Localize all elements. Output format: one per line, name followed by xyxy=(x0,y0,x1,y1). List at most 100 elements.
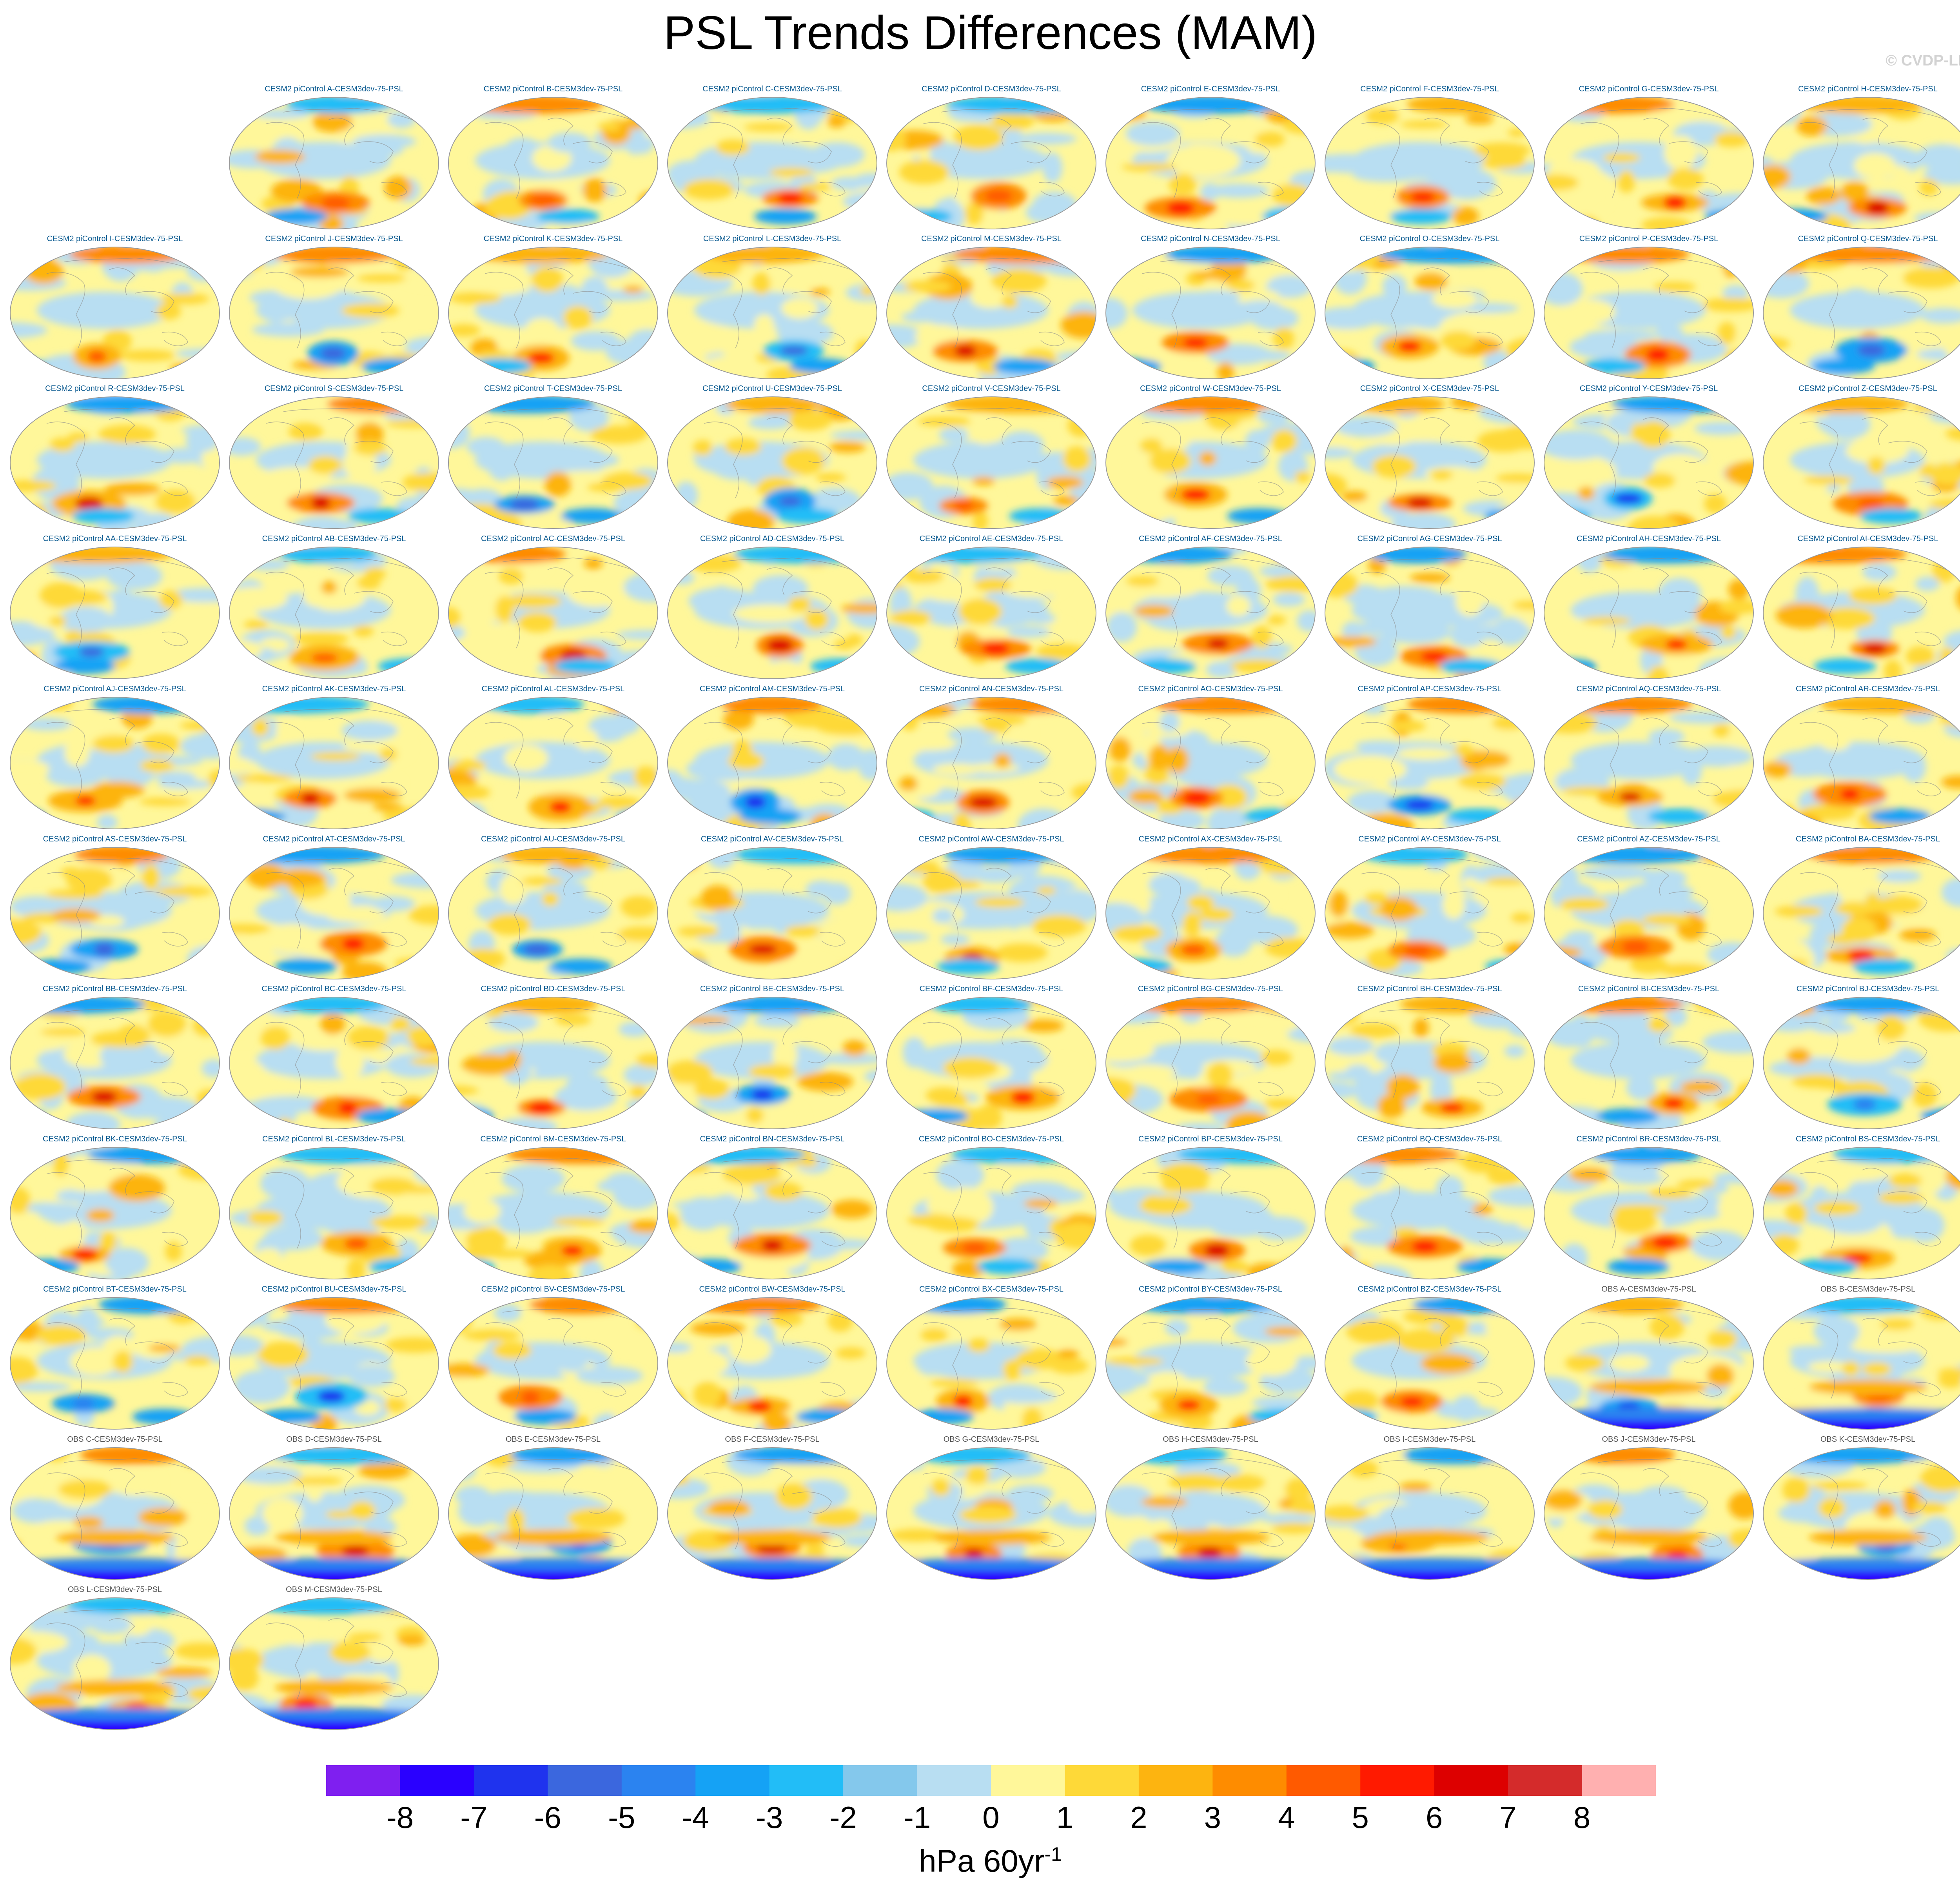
map-field xyxy=(886,547,1096,679)
colorbar-swatch xyxy=(1286,1765,1361,1796)
chart-title: PSL Trends Differences (MAM) xyxy=(663,6,1318,59)
map-panel: OBS B-CESM3dev-75-PSL xyxy=(1759,1284,1960,1433)
map-panel: CESM2 piControl AC-CESM3dev-75-PSL xyxy=(444,534,662,683)
panel-title: CESM2 piControl BM-CESM3dev-75-PSL xyxy=(480,1135,626,1143)
panel-title: CESM2 piControl AY-CESM3dev-75-PSL xyxy=(1358,835,1501,843)
panel-title: CESM2 piControl L-CESM3dev-75-PSL xyxy=(703,234,842,243)
map-panel: CESM2 piControl AA-CESM3dev-75-PSL xyxy=(5,534,224,683)
map-field xyxy=(448,697,658,829)
map-panel: CESM2 piControl AP-CESM3dev-75-PSL xyxy=(1320,684,1539,833)
map-panel: CESM2 piControl AY-CESM3dev-75-PSL xyxy=(1320,834,1539,983)
map-panel: CESM2 piControl C-CESM3dev-75-PSL xyxy=(663,84,882,233)
panel-title: OBS L-CESM3dev-75-PSL xyxy=(67,1585,162,1594)
map-panel: CESM2 piControl BM-CESM3dev-75-PSL xyxy=(444,1134,662,1283)
map-panel: CESM2 piControl BG-CESM3dev-75-PSL xyxy=(1101,984,1320,1133)
map-panel: CESM2 piControl H-CESM3dev-75-PSL xyxy=(1759,84,1960,233)
map-field xyxy=(448,997,658,1129)
panel-title: CESM2 piControl BR-CESM3dev-75-PSL xyxy=(1576,1135,1721,1143)
panel-title: CESM2 piControl BB-CESM3dev-75-PSL xyxy=(43,985,187,993)
map-field xyxy=(886,697,1096,829)
map-panel: CESM2 piControl AK-CESM3dev-75-PSL xyxy=(225,684,443,833)
map-field xyxy=(1325,97,1535,229)
map-panel: CESM2 piControl Q-CESM3dev-75-PSL xyxy=(1759,234,1960,383)
map-field xyxy=(1544,247,1754,379)
map-panel: CESM2 piControl AQ-CESM3dev-75-PSL xyxy=(1539,684,1758,833)
panel-title: OBS D-CESM3dev-75-PSL xyxy=(286,1435,382,1444)
colorbar-swatch xyxy=(1065,1765,1139,1796)
panel-title: CESM2 piControl H-CESM3dev-75-PSL xyxy=(1798,85,1938,93)
map-field xyxy=(1325,1447,1535,1580)
panel-title: CESM2 piControl BQ-CESM3dev-75-PSL xyxy=(1357,1135,1503,1143)
map-field xyxy=(667,1297,877,1430)
map-panel: CESM2 piControl M-CESM3dev-75-PSL xyxy=(882,234,1101,383)
panel-title: CESM2 piControl AJ-CESM3dev-75-PSL xyxy=(44,685,186,693)
map-panel: CESM2 piControl V-CESM3dev-75-PSL xyxy=(882,383,1101,532)
panel-title: CESM2 piControl AH-CESM3dev-75-PSL xyxy=(1577,534,1721,543)
map-field xyxy=(886,997,1096,1129)
panel-title: OBS F-CESM3dev-75-PSL xyxy=(725,1435,820,1444)
panel-title: CESM2 piControl AC-CESM3dev-75-PSL xyxy=(481,534,625,543)
units-exponent: -1 xyxy=(1044,1843,1062,1865)
map-panel: CESM2 piControl BE-CESM3dev-75-PSL xyxy=(663,984,882,1133)
map-panel: CESM2 piControl BX-CESM3dev-75-PSL xyxy=(882,1284,1101,1433)
panel-title: CESM2 piControl R-CESM3dev-75-PSL xyxy=(45,384,185,393)
units-text: hPa 60yr xyxy=(919,1843,1045,1879)
panel-title: CESM2 piControl Y-CESM3dev-75-PSL xyxy=(1579,384,1718,393)
panel-title: CESM2 piControl BO-CESM3dev-75-PSL xyxy=(918,1135,1064,1143)
map-field xyxy=(667,247,877,379)
map-panel: CESM2 piControl BF-CESM3dev-75-PSL xyxy=(882,984,1101,1133)
panel-title: CESM2 piControl C-CESM3dev-75-PSL xyxy=(702,85,842,93)
map-panel: CESM2 piControl AL-CESM3dev-75-PSL xyxy=(444,684,662,833)
map-panel: CESM2 piControl G-CESM3dev-75-PSL xyxy=(1539,84,1758,233)
map-panel: CESM2 piControl BH-CESM3dev-75-PSL xyxy=(1320,984,1539,1133)
colorbar-swatch xyxy=(1212,1765,1287,1796)
map-field xyxy=(448,847,658,979)
map-field xyxy=(448,97,658,229)
map-panel: CESM2 piControl BD-CESM3dev-75-PSL xyxy=(444,984,662,1133)
map-panel: OBS I-CESM3dev-75-PSL xyxy=(1320,1434,1539,1583)
map-field xyxy=(1105,97,1316,229)
colorbar-tick-label: 7 xyxy=(1499,1800,1517,1835)
colorbar-tick-label: 4 xyxy=(1278,1800,1295,1835)
map-field xyxy=(1105,247,1316,379)
copyright-label: © CVDP-LE xyxy=(1886,52,1960,69)
panel-title: CESM2 piControl I-CESM3dev-75-PSL xyxy=(47,234,183,243)
panel-title: CESM2 piControl BN-CESM3dev-75-PSL xyxy=(700,1135,845,1143)
colorbar-tick-label: 5 xyxy=(1352,1800,1369,1835)
map-field xyxy=(667,547,877,679)
map-field xyxy=(667,1147,877,1279)
map-panel: CESM2 piControl BI-CESM3dev-75-PSL xyxy=(1539,984,1758,1133)
panel-title: CESM2 piControl S-CESM3dev-75-PSL xyxy=(264,384,404,393)
map-panel: OBS E-CESM3dev-75-PSL xyxy=(444,1434,662,1583)
panel-title: CESM2 piControl BK-CESM3dev-75-PSL xyxy=(43,1135,187,1143)
panel-title: CESM2 piControl AP-CESM3dev-75-PSL xyxy=(1357,685,1502,693)
panel-title: CESM2 piControl B-CESM3dev-75-PSL xyxy=(483,85,623,93)
map-panel: CESM2 piControl W-CESM3dev-75-PSL xyxy=(1101,383,1320,532)
colorbar-swatch xyxy=(474,1765,548,1796)
map-panel: CESM2 piControl X-CESM3dev-75-PSL xyxy=(1320,383,1539,532)
panel-title: CESM2 piControl P-CESM3dev-75-PSL xyxy=(1579,234,1719,243)
map-field xyxy=(1105,396,1316,529)
panel-title: OBS M-CESM3dev-75-PSL xyxy=(286,1585,382,1594)
map-panel: CESM2 piControl F-CESM3dev-75-PSL xyxy=(1320,84,1539,233)
panel-title: CESM2 piControl K-CESM3dev-75-PSL xyxy=(483,234,623,243)
map-field xyxy=(229,1147,439,1279)
map-panel: CESM2 piControl P-CESM3dev-75-PSL xyxy=(1539,234,1758,383)
panel-title: CESM2 piControl BV-CESM3dev-75-PSL xyxy=(481,1285,625,1294)
map-panel: CESM2 piControl BO-CESM3dev-75-PSL xyxy=(882,1134,1101,1283)
colorbar-units: hPa 60yr-1 xyxy=(0,1843,1960,1879)
map-field xyxy=(1325,1147,1535,1279)
map-field xyxy=(10,847,220,979)
map-field xyxy=(886,1297,1096,1430)
panel-title: CESM2 piControl BC-CESM3dev-75-PSL xyxy=(261,985,407,993)
panel-title: CESM2 piControl BX-CESM3dev-75-PSL xyxy=(919,1285,1063,1294)
map-panel: CESM2 piControl BL-CESM3dev-75-PSL xyxy=(225,1134,443,1283)
map-panel: CESM2 piControl A-CESM3dev-75-PSL xyxy=(225,84,443,233)
map-field xyxy=(448,1447,658,1580)
map-field xyxy=(667,97,877,229)
colorbar-tick-label: 6 xyxy=(1425,1800,1443,1835)
map-panel: CESM2 piControl BW-CESM3dev-75-PSL xyxy=(663,1284,882,1433)
map-panel: CESM2 piControl S-CESM3dev-75-PSL xyxy=(225,383,443,532)
colorbar-tick-label: -8 xyxy=(386,1800,414,1835)
map-field xyxy=(1763,847,1960,979)
